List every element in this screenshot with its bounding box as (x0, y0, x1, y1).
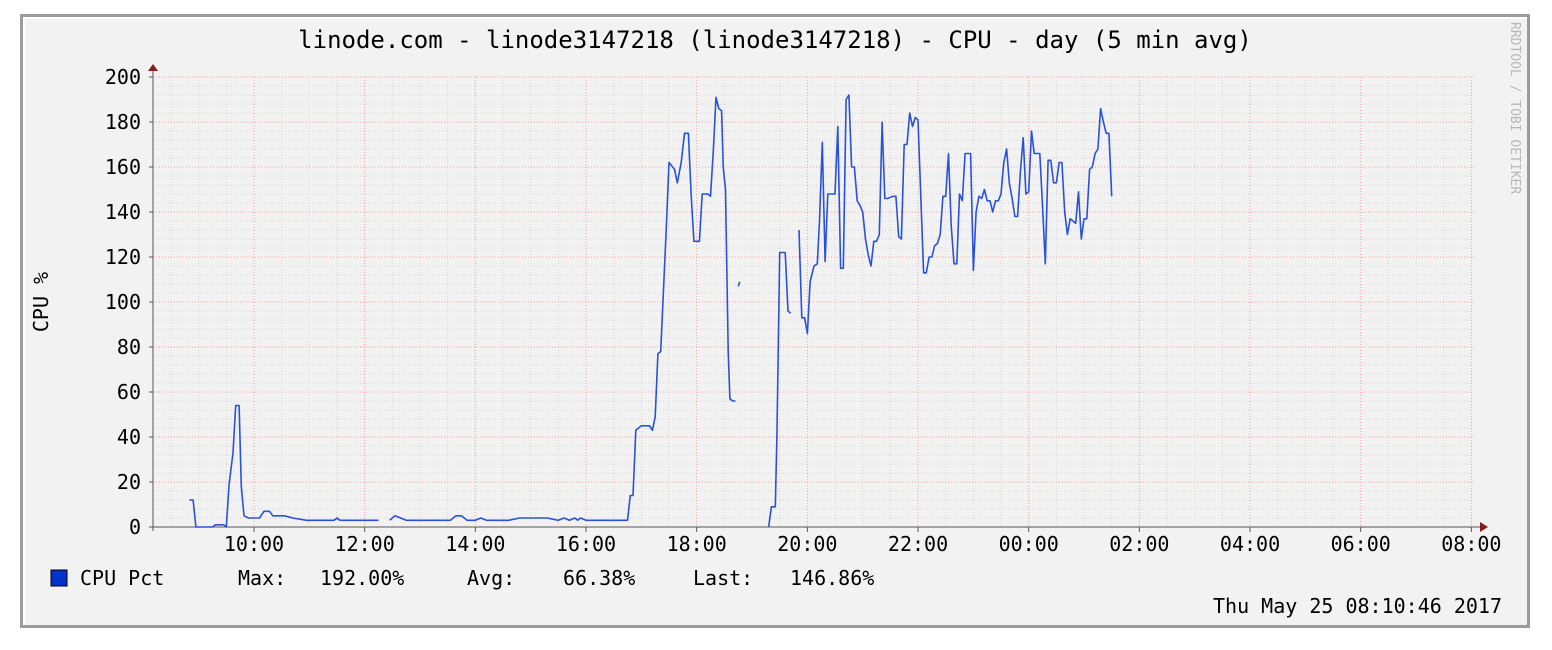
x-tick-label: 14:00 (445, 532, 505, 556)
axes (148, 64, 1488, 532)
y-tick-label: 180 (105, 110, 141, 134)
x-tick-label: 22:00 (888, 532, 948, 556)
x-tick-label: 06:00 (1331, 532, 1391, 556)
chart-title: linode.com - linode3147218 (linode314721… (298, 26, 1252, 54)
tick-labels: 0 20 40 60 80 100 120 140 160 180 200 10:00 12:00 14:… (105, 65, 1502, 556)
y-tick-label: 100 (105, 290, 141, 314)
cpu-pct-line-segment (389, 96, 736, 522)
minor-grid (153, 77, 1475, 527)
y-tick-label: 120 (105, 245, 141, 269)
timestamp: Thu May 25 08:10:46 2017 (1213, 594, 1502, 618)
y-tick-label: 160 (105, 155, 141, 179)
x-tick-label: 16:00 (556, 532, 616, 556)
y-tick-label: 40 (117, 425, 141, 449)
legend: CPU Pct Max: 192.00% Avg: 66.38% Last: 1… (50, 566, 874, 590)
y-axis-arrow (148, 64, 158, 71)
cpu-pct-line-segment (737, 281, 741, 287)
graph-frame (20, 14, 1530, 628)
rrdtool-watermark: RRDTOOL / TOBI OETIKER (1507, 22, 1522, 194)
major-grid (153, 76, 1475, 527)
x-tick-label: 02:00 (1109, 532, 1169, 556)
y-tick-label: 200 (105, 65, 141, 89)
x-tick-label: 08:00 (1441, 532, 1501, 556)
legend-max-label: Max: (238, 566, 286, 590)
cpu-pct-line-segment (798, 94, 1113, 335)
legend-last-value: 146.86% (790, 566, 874, 590)
y-tick-label: 20 (117, 470, 141, 494)
legend-avg-value: 66.38% (563, 566, 635, 590)
legend-last-label: Last: (693, 566, 753, 590)
x-tick-label: 18:00 (667, 532, 727, 556)
x-tick-label: 04:00 (1220, 532, 1280, 556)
x-tick-label: 20:00 (777, 532, 837, 556)
cpu-pct-line-segment (189, 404, 379, 528)
y-tick-label: 60 (117, 380, 141, 404)
y-tick-label: 140 (105, 200, 141, 224)
x-tick-label: 00:00 (999, 532, 1059, 556)
x-tick-label: 10:00 (224, 532, 284, 556)
x-tick-label: 12:00 (335, 532, 395, 556)
cpu-pct-line-segment (767, 251, 792, 528)
x-axis-arrow (1480, 522, 1488, 532)
y-axis-label: CPU % (29, 272, 53, 332)
series-lines (189, 94, 1113, 528)
legend-series-name: CPU Pct (80, 566, 164, 590)
legend-swatch (50, 569, 68, 587)
y-tick-label: 80 (117, 335, 141, 359)
legend-avg-label: Avg: (467, 566, 515, 590)
y-tick-label: 0 (129, 515, 141, 539)
legend-max-value: 192.00% (320, 566, 404, 590)
